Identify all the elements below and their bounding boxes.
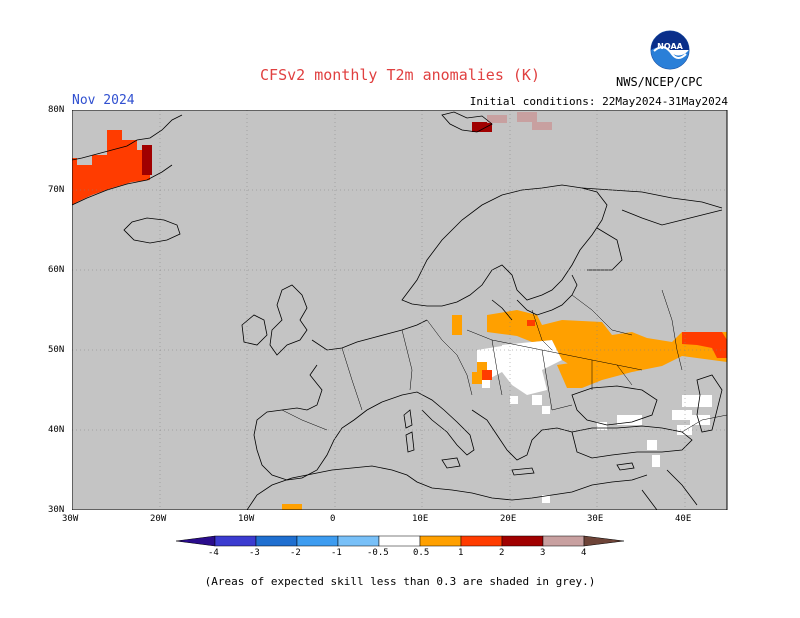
colorbar-label: 2: [499, 548, 505, 558]
map-title: CFSv2 monthly T2m anomalies (K): [260, 66, 540, 84]
colorbar-high-arrow: [583, 535, 625, 547]
colorbar-label: -4: [208, 548, 219, 558]
lon-label-20w: 20W: [150, 514, 167, 524]
forecast-month: Nov 2024: [72, 93, 135, 108]
red-orange-anomaly-cells: [72, 130, 727, 380]
lat-label-40n: 40N: [48, 425, 65, 435]
colorbar-label: 1: [458, 548, 464, 558]
colorbar-label: -1: [331, 548, 342, 558]
initial-conditions: Initial conditions: 22May2024-31May2024: [469, 95, 728, 108]
lon-label-30w: 30W: [62, 514, 79, 524]
colorbar-label: -3: [249, 548, 260, 558]
colorbar-cell: [460, 535, 503, 547]
white-anomaly-cells: [477, 340, 712, 503]
colorbar-cell: [542, 535, 585, 547]
lon-label-10e: 10E: [412, 514, 429, 524]
colorbar-cell: [337, 535, 380, 547]
lon-label-30e: 30E: [587, 514, 604, 524]
country-borders: [281, 289, 728, 433]
colorbar-cell: [296, 535, 339, 547]
lon-label-0: 0: [330, 514, 336, 524]
colorbar-label: -2: [290, 548, 301, 558]
anomaly-map: [72, 110, 728, 510]
orange-anomaly-cells: [282, 310, 727, 510]
colorbar-cell: [419, 535, 462, 547]
lat-label-80n: 80N: [48, 105, 65, 115]
map-background: [72, 110, 727, 510]
colorbar-cell: [378, 535, 421, 547]
colorbar-cell: [501, 535, 544, 547]
map-frame: [72, 110, 728, 510]
lat-label-70n: 70N: [48, 185, 65, 195]
lon-label-40e: 40E: [675, 514, 692, 524]
lat-label-30n: 30N: [48, 505, 65, 515]
colorbar-low-arrow: [175, 535, 216, 547]
colorbar-label: -0.5: [367, 548, 389, 558]
skill-footnote: (Areas of expected skill less than 0.3 a…: [204, 575, 596, 588]
colorbar-cell: [214, 535, 257, 547]
colorbar-cell: [255, 535, 298, 547]
logo-text: NOAA: [657, 42, 683, 51]
noaa-logo-icon: NOAA: [650, 30, 690, 70]
lon-label-10w: 10W: [238, 514, 255, 524]
colorbar-label: 3: [540, 548, 546, 558]
coastlines: [72, 111, 723, 510]
colorbar-label: 0.5: [413, 548, 430, 558]
colorbar-label: 4: [581, 548, 587, 558]
lat-label-50n: 50N: [48, 345, 65, 355]
agency-label: NWS/NCEP/CPC: [616, 75, 703, 89]
pinkbrown-anomaly-cells: [487, 112, 552, 130]
dark-red-anomaly-cells: [142, 122, 492, 175]
graticule: [72, 110, 727, 510]
lon-label-20e: 20E: [500, 514, 517, 524]
lat-label-60n: 60N: [48, 265, 65, 275]
